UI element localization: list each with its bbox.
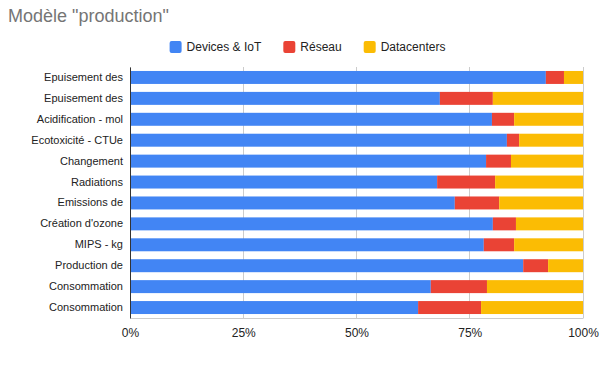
bar-segment [486, 155, 511, 168]
x-tick: 25% [232, 318, 256, 340]
bar-segment [514, 238, 583, 251]
chart-title: Modèle "production" [8, 6, 169, 26]
y-tick-label: Acidification - mol [37, 113, 123, 125]
legend-swatch [170, 41, 182, 53]
y-tick: MIPS - kg [75, 238, 130, 250]
legend-label: Datacenters [381, 40, 446, 54]
y-tick: Epuisement des [44, 92, 130, 104]
bar-segment [493, 92, 583, 105]
bar-segment [130, 155, 486, 168]
bar-segment [493, 217, 516, 230]
x-tick-label: 50% [345, 326, 369, 340]
legend-item: Réseau [283, 40, 341, 54]
bar-segment [437, 176, 495, 189]
y-tick-label: Création d'ozone [40, 217, 123, 229]
bar-segment [564, 71, 583, 84]
x-tick: 50% [345, 318, 369, 340]
bar-segment [546, 71, 564, 84]
x-tick-label: 75% [458, 326, 482, 340]
bar-segment [507, 134, 519, 147]
y-tick: Epuisement des [44, 71, 130, 83]
y-tick: Production de [55, 259, 130, 271]
y-tick: Radiations [71, 176, 130, 188]
x-tick: 0% [122, 318, 140, 340]
bar-segment [130, 259, 523, 272]
bar-segment [130, 196, 455, 209]
bar-segment [499, 196, 583, 209]
bars [130, 71, 583, 314]
bar-segment [523, 259, 548, 272]
y-tick: Ecotoxicité - CTUe [31, 134, 130, 146]
legend-item: Datacenters [364, 40, 446, 54]
legend-swatch [283, 41, 295, 53]
x-tick: 100% [568, 318, 599, 340]
y-tick: Changement [60, 155, 130, 167]
y-tick-label: Ecotoxicité - CTUe [31, 134, 123, 146]
bar-segment [431, 280, 487, 293]
bar-segment [130, 92, 440, 105]
bar-segment [130, 71, 546, 84]
y-tick-label: Epuisement des [44, 92, 123, 104]
bar-segment [455, 196, 499, 209]
background [0, 0, 615, 375]
legend: Devices & IoT Réseau Datacenters [170, 40, 446, 54]
legend-swatch [364, 41, 376, 53]
y-tick-label: Consommation [49, 280, 123, 292]
bar-segment [514, 113, 583, 126]
legend-item: Devices & IoT [170, 40, 262, 54]
x-tick-label: 100% [568, 326, 599, 340]
y-tick-label: Emissions de [58, 196, 123, 208]
bar-segment [484, 238, 514, 251]
series-bars [130, 71, 546, 314]
bar-segment [492, 113, 514, 126]
y-axis-line [130, 68, 131, 319]
y-tick-label: Epuisement des [44, 71, 123, 83]
plot-area: 0%25%50%75%100%Epuisement desEpuisement … [31, 67, 599, 340]
y-tick-label: Changement [60, 155, 123, 167]
legend-label: Devices & IoT [187, 40, 262, 54]
y-tick-label: Production de [55, 259, 123, 271]
bar-segment [487, 280, 583, 293]
y-tick-label: Consommation [49, 301, 123, 313]
chart-container: Modèle "production" 0% 25% 50% 75% 100% Epuise… [0, 0, 615, 375]
bar-segment [418, 301, 481, 314]
y-tick-label: Radiations [71, 176, 123, 188]
chart-svg: Modèle "production" 0% 25% 50% 75% 100% Epuise… [0, 0, 615, 375]
bar-segment [130, 301, 418, 314]
series-bars [481, 71, 583, 314]
x-tick-label: 0% [122, 326, 140, 340]
bar-segment [519, 134, 583, 147]
bar-segment [130, 176, 437, 189]
x-tick: 75% [458, 318, 482, 340]
bar-segment [516, 217, 583, 230]
grid-line [130, 67, 131, 318]
y-tick: Consommation [49, 280, 130, 292]
y-tick-label: MIPS - kg [75, 238, 123, 250]
x-tick-label: 25% [232, 326, 256, 340]
x-axis-line [131, 318, 584, 319]
x-axis: 0% 25% 50% 75% 100% [122, 318, 599, 340]
series-bars [418, 71, 564, 314]
bar-segment [548, 259, 583, 272]
bar-segment [130, 238, 484, 251]
legend-label: Réseau [300, 40, 341, 54]
bar-segment [130, 217, 493, 230]
y-tick: Consommation [49, 301, 130, 313]
y-axis: Epuisement des Epuisement des Acidificatio… [31, 68, 130, 319]
y-tick: Acidification - mol [37, 113, 130, 125]
bar-segment [130, 280, 431, 293]
bar-segment [511, 155, 583, 168]
bar-segment [440, 92, 493, 105]
bar-segment [130, 134, 507, 147]
bar-segment [481, 301, 583, 314]
y-tick: Emissions de [58, 196, 130, 208]
y-tick: Création d'ozone [40, 217, 130, 229]
bar-segment [495, 176, 583, 189]
grid [130, 67, 583, 318]
bar-segment [130, 113, 492, 126]
